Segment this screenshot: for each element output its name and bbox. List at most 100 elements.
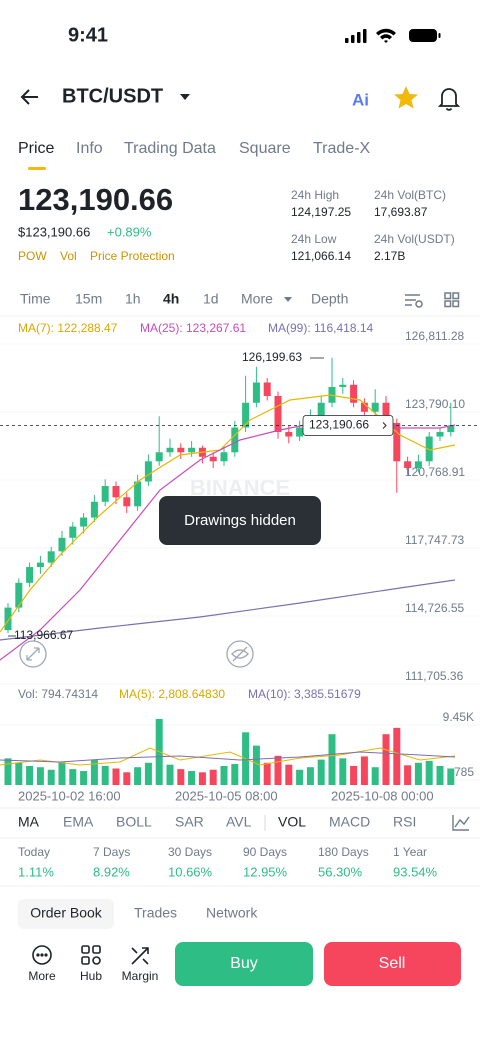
candle-body [393,423,401,462]
tab[interactable]: Price [18,140,55,157]
volume-bar [198,772,206,785]
tool-label[interactable]: More [28,969,56,983]
more-caret[interactable] [284,297,292,302]
chart-tool-icons[interactable] [19,640,254,668]
volume-bar [328,734,336,785]
timeframe[interactable]: 1h [125,291,141,307]
tag[interactable]: Price Protection [90,249,175,263]
tab[interactable]: Square [239,140,291,157]
candle-body [90,501,98,518]
ma99-line [0,579,456,641]
volume-bar [26,765,34,785]
candle-body [112,486,120,498]
volume-bars [0,718,480,785]
vol-legend: Vol: 794.74314 [18,687,98,701]
timeframe[interactable]: Depth [311,291,348,307]
candle-body [231,427,239,453]
candle-body [263,382,271,397]
tab[interactable]: Info [76,140,103,157]
candle-body [404,461,412,469]
volume-bar [15,762,23,785]
status-icons [345,28,441,43]
ai-button[interactable]: Ai [352,90,369,109]
indicator[interactable]: AVL [226,814,252,830]
perf-value: 56.30% [318,864,363,879]
candle-body [36,562,44,568]
candle-body [155,452,163,462]
tab-underline [28,167,46,170]
performance: Today 1.11% 7 Days 8.92% 30 Days 10.66% 90 Day… [18,845,438,879]
tab[interactable]: Trade-X [313,140,371,157]
candle-body [26,567,34,583]
indicator[interactable]: RSI [393,814,416,830]
tool-label[interactable]: Hub [80,969,102,983]
indicator[interactable]: MACD [329,814,370,830]
volume-bar [393,727,401,785]
volume-bar [404,765,412,785]
time-label: 2025-10-05 08:00 [175,788,278,803]
bottom-tab[interactable]: Network [206,905,258,921]
ma25-line [0,419,456,661]
bottom-tab[interactable]: Trades [134,905,177,921]
volume-bar [69,769,77,785]
tag[interactable]: Vol [60,249,77,263]
sell-label[interactable]: Sell [379,955,406,972]
indicator[interactable]: MA [18,814,40,830]
buy-button[interactable] [175,942,313,986]
tag[interactable]: POW [18,249,47,263]
candle-body [188,447,196,453]
stat-value: 17,693.87 [374,205,428,219]
indicator[interactable]: VOL [278,814,306,830]
indicator[interactable]: BOLL [116,814,152,830]
volume-bar [177,769,185,785]
timeframe[interactable]: More [241,291,273,307]
candle-body [382,402,390,424]
vol-legend: MA(10): 3,385.51679 [248,687,361,701]
indicator[interactable]: SAR [175,814,204,830]
tab[interactable]: Trading Data [124,140,216,157]
candle-body [285,432,293,437]
ma-legend: MA(25): 123,267.61 [140,321,246,335]
sell-button[interactable] [324,942,461,986]
volume-bar [317,759,325,785]
indicator-settings[interactable] [452,815,470,831]
volume-bar [123,772,131,785]
perf-label: 7 Days [93,845,130,859]
price-tag-text: 123,190.66 [309,418,369,432]
stat-label: 24h Vol(USDT) [374,232,455,246]
vol-tick-label: 9.45K [443,710,474,724]
last-price: 123,190.66 [18,182,173,217]
volume-bar [414,762,422,785]
tool-icons[interactable] [32,945,149,965]
volume-bar [58,762,66,785]
tool-label[interactable]: Margin [122,969,159,983]
volume-bar [447,768,455,785]
timeframe[interactable]: 4h [163,291,179,307]
volume-bar [231,764,239,785]
stat-value: 124,197.25 [291,205,351,219]
timeframe[interactable]: 15m [75,291,102,307]
timeframe[interactable]: 1d [203,291,219,307]
candle-body [414,461,422,469]
candle-body [339,384,347,388]
symbol[interactable]: BTC/USDT [62,85,163,107]
price-line-group: 123,190.66 [0,415,480,436]
bottom-tab[interactable]: Order Book [30,905,103,921]
perf-value: 10.66% [168,864,213,879]
buy-label[interactable]: Buy [230,955,258,972]
chart-settings-icons[interactable] [405,292,460,308]
perf-label: 180 Days [318,845,369,859]
favorite-star[interactable] [394,86,418,109]
candle-body [15,582,23,608]
candle-body [360,402,368,412]
candle-body [371,402,379,412]
ma-legend: MA(7): 122,288.47 [18,321,118,335]
timeframe[interactable]: Time [20,291,51,307]
candle-body [177,447,185,453]
indicator[interactable]: EMA [63,814,94,830]
stat-label: 24h Vol(BTC) [374,188,446,202]
symbol-caret[interactable] [180,94,190,100]
back-button[interactable] [20,89,38,105]
volume-bar [47,769,55,785]
alert-bell[interactable] [437,88,461,111]
